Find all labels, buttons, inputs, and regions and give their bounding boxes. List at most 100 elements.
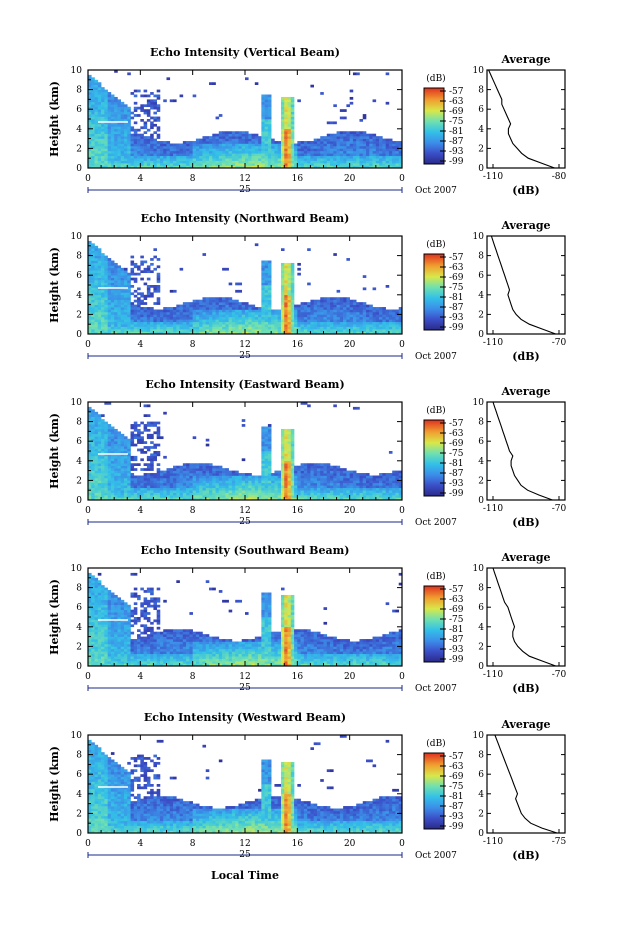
heatmap-cell <box>385 314 390 318</box>
heatmap-cell <box>104 487 108 491</box>
heatmap-cell <box>333 141 337 144</box>
heatmap-cell <box>94 106 99 110</box>
heatmap-cell <box>110 277 115 281</box>
heatmap-cell <box>222 267 226 271</box>
heatmap-cell <box>192 465 197 469</box>
heatmap-cell <box>277 141 282 144</box>
heatmap-cell <box>97 289 102 293</box>
heatmap-cell <box>143 143 148 147</box>
heatmap-cell <box>205 319 210 323</box>
heatmap-cell <box>166 160 171 164</box>
heatmap-cell <box>277 160 282 164</box>
heatmap-cell <box>104 292 108 296</box>
heatmap-cell <box>107 451 112 454</box>
heatmap-cell <box>316 316 321 320</box>
heatmap-cell <box>212 304 216 308</box>
heatmap-cell <box>356 163 360 166</box>
heatmap-cell <box>225 497 229 501</box>
heatmap-cell <box>307 468 311 471</box>
heatmap-cell <box>150 145 154 149</box>
heatmap-cell <box>284 492 288 496</box>
heatmap-cell <box>313 473 318 476</box>
heatmap-cell <box>137 299 141 303</box>
heatmap-cell <box>385 329 390 332</box>
heatmap-cell <box>228 133 233 137</box>
heatmap-cell <box>205 497 210 501</box>
heatmap-cell <box>326 158 331 161</box>
heatmap-cell <box>271 138 275 142</box>
heatmap-cell <box>107 136 112 139</box>
heatmap-cell <box>352 136 357 139</box>
heatmap-cell <box>241 316 246 320</box>
heatmap-cell <box>310 321 314 325</box>
panel-2: Echo Intensity (Northward Beam)0246810He… <box>48 212 567 363</box>
avg-y-tick-label: 10 <box>473 232 485 242</box>
heatmap-cell <box>97 331 102 335</box>
heatmap-cell <box>169 160 174 164</box>
heatmap-cell <box>241 475 246 479</box>
heatmap-cell <box>274 485 279 489</box>
heatmap-cell <box>225 490 229 493</box>
heatmap-cell <box>114 448 118 452</box>
heatmap-cell <box>114 487 118 491</box>
heatmap-cell <box>264 163 269 166</box>
heatmap-cell <box>359 307 364 310</box>
heatmap-cell <box>222 304 226 308</box>
heatmap-cell <box>94 133 99 137</box>
heatmap-cell <box>264 465 269 469</box>
heatmap-cell <box>94 473 99 476</box>
heatmap-cell <box>372 99 377 103</box>
heatmap-cell <box>392 329 396 332</box>
avg-profile-line <box>490 235 556 335</box>
heatmap-cell <box>199 307 203 310</box>
heatmap-cell <box>362 116 367 120</box>
heatmap-cell <box>91 145 95 149</box>
heatmap-cell <box>97 480 102 484</box>
heatmap-cell <box>274 145 279 149</box>
heatmap-cell <box>261 443 265 447</box>
heatmap-cell <box>127 121 131 125</box>
heatmap-cell <box>280 448 285 452</box>
heatmap-cell <box>362 138 367 142</box>
heatmap-cell <box>372 321 377 325</box>
heatmap-cell <box>264 453 269 457</box>
heatmap-cell <box>366 307 370 310</box>
heatmap-cell <box>369 145 373 149</box>
heatmap-cell <box>212 153 216 157</box>
heatmap-cell <box>114 485 118 489</box>
heatmap-cell <box>212 136 216 139</box>
heatmap-cell <box>133 109 138 112</box>
heatmap-cell <box>352 299 357 303</box>
heatmap-cell <box>104 272 108 276</box>
heatmap-cell <box>133 455 138 459</box>
heatmap-cell <box>94 277 99 281</box>
heatmap-cell <box>176 331 180 335</box>
heatmap-cell <box>297 141 301 144</box>
heatmap-cell <box>264 311 269 315</box>
avg-x-tick-label: -110 <box>483 172 503 182</box>
heatmap-cell <box>385 145 390 149</box>
heatmap-cell <box>140 150 144 154</box>
heatmap-cell <box>179 470 184 474</box>
heatmap-cell <box>107 138 112 142</box>
heatmap-cell <box>143 451 148 454</box>
heatmap-cell <box>91 438 95 442</box>
heatmap-cell <box>300 311 305 315</box>
heatmap-cell <box>140 138 144 142</box>
heatmap-cell <box>271 309 275 313</box>
heatmap-cell <box>88 431 92 435</box>
heatmap-cell <box>264 302 269 305</box>
heatmap-cell <box>333 163 337 166</box>
heatmap-cell <box>235 495 239 498</box>
heatmap-cell <box>107 114 112 117</box>
heatmap-cell <box>114 280 118 283</box>
heatmap-cell <box>94 121 99 125</box>
heatmap-cell <box>284 277 288 281</box>
heatmap-cell <box>222 321 226 325</box>
heatmap-cell <box>274 165 279 169</box>
heatmap-cell <box>97 329 102 332</box>
heatmap-cell <box>228 297 233 300</box>
heatmap-cell <box>91 96 95 100</box>
heatmap-cell <box>153 287 157 291</box>
heatmap-cell <box>91 416 95 420</box>
